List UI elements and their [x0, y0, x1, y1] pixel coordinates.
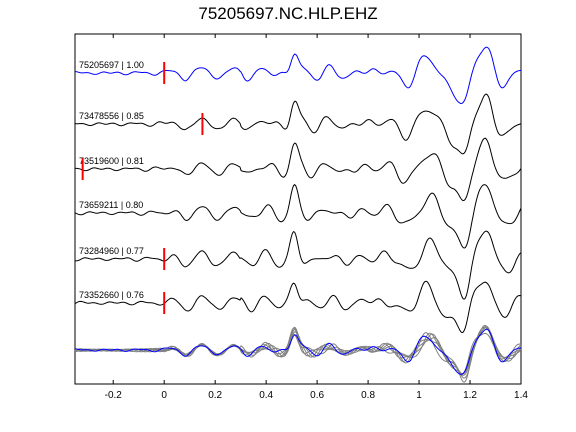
trace-6: 73352660 | 0.76 [74, 280, 522, 334]
stack-line-2 [74, 325, 522, 375]
trace-label-5: 73284960 | 0.77 [79, 246, 144, 256]
trace-line-6 [74, 280, 522, 334]
x-tick-label: 0.4 [259, 390, 273, 401]
trace-label-3: 73519600 | 0.81 [79, 156, 144, 166]
trace-line-3 [75, 137, 522, 202]
trace-4: 73659211 | 0.80 [74, 183, 522, 249]
stack-line-1 [74, 328, 522, 375]
trace-label-6: 73352660 | 0.76 [79, 290, 144, 300]
trace-label-1: 75205697 | 1.00 [79, 60, 144, 70]
trace-label-2: 73478556 | 0.85 [79, 111, 144, 121]
chart-title: 75205697.NC.HLP.EHZ [198, 4, 378, 23]
trace-3: 73519600 | 0.81 [75, 137, 522, 202]
trace-line-1 [74, 46, 522, 105]
x-tick-label: 0.2 [208, 390, 222, 401]
x-tick-label: 0.6 [310, 390, 324, 401]
traces-group: 75205697 | 1.00 73478556 | 0.85 73519600 |… [74, 46, 522, 334]
x-tick-label: 0.8 [361, 390, 375, 401]
x-tick-label: 1.4 [514, 390, 528, 401]
trace-5: 73284960 | 0.77 [74, 230, 522, 300]
trace-1: 75205697 | 1.00 [74, 46, 522, 105]
x-tick-label: 1 [416, 390, 422, 401]
x-tick-label: 0 [161, 390, 167, 401]
x-tick-label: -0.2 [105, 390, 123, 401]
x-axis: -0.2 0 0.2 0.4 0.6 0.8 1 1.2 1.4 [105, 34, 528, 401]
trace-2: 73478556 | 0.85 [74, 93, 522, 155]
trace-label-4: 73659211 | 0.80 [79, 200, 143, 210]
trace-line-5 [74, 230, 522, 300]
trace-line-4 [74, 183, 522, 249]
x-tick-label: 1.2 [463, 390, 477, 401]
overlay-stack [74, 324, 522, 383]
trace-line-2 [74, 93, 522, 155]
